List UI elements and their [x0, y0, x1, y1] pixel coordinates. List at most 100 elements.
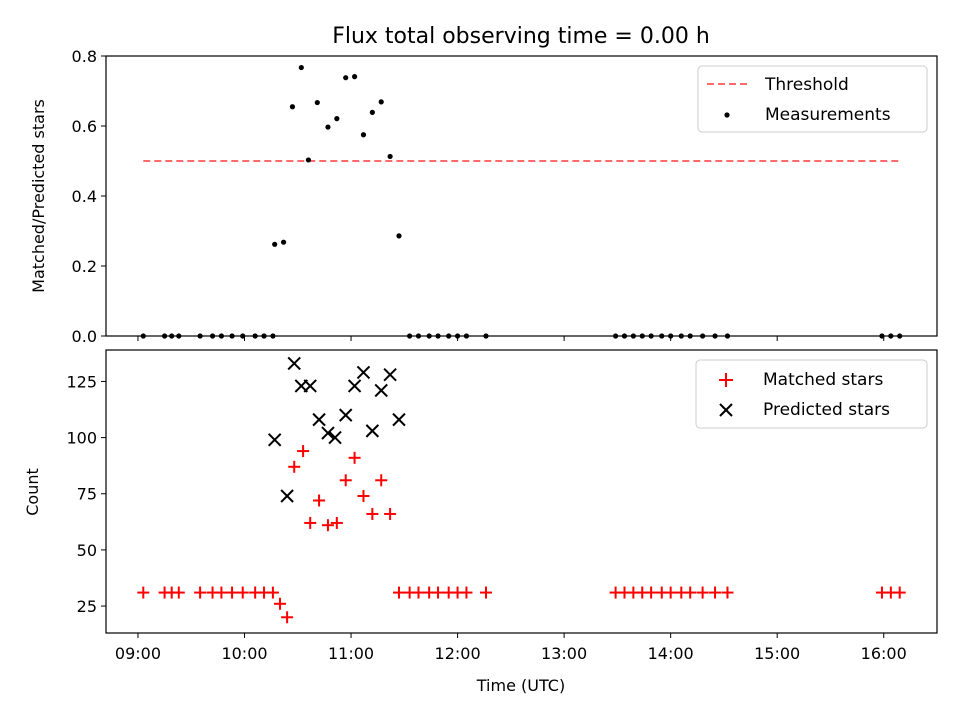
- legend-predicted-label: Predicted stars: [763, 400, 890, 420]
- x-tick-label: 10:00: [221, 644, 267, 663]
- bottom-legend: Matched stars Predicted stars: [695, 359, 928, 429]
- matched-star-point: [321, 519, 334, 532]
- measurement-point: [387, 153, 393, 160]
- top-panel: 0.00.20.40.60.8 Matched/Predicted stars …: [29, 47, 938, 346]
- bottom-y-tick-label: 50: [77, 541, 97, 560]
- measurement-point: [369, 109, 375, 115]
- bottom-y-axis-label: Count: [23, 468, 42, 516]
- measurement-point: [289, 104, 296, 110]
- top-y-ticks: 0.0 0.2 0.4 0.6 0.8: [72, 47, 106, 346]
- measurement-point: [280, 239, 287, 245]
- matched-star-point: [412, 586, 425, 599]
- top-y-tick-label: 0.2: [72, 257, 97, 276]
- legend-threshold-label: Threshold: [764, 75, 849, 95]
- predicted-star-point: [280, 489, 294, 503]
- matched-star-point: [366, 507, 379, 520]
- predicted-star-point: [356, 365, 371, 380]
- matched-star-point: [664, 586, 677, 599]
- bottom-y-tick-label: 75: [77, 485, 97, 504]
- predicted-star-point: [312, 412, 326, 427]
- bottom-y-tick-label: 125: [66, 372, 97, 391]
- bottom-y-tick-label: 100: [66, 429, 97, 448]
- predicted-star-point: [267, 433, 282, 447]
- matched-star-point: [709, 586, 722, 599]
- x-tick-label: 09:00: [115, 644, 161, 663]
- matched-star-point: [384, 507, 397, 520]
- predicted-star-point: [339, 408, 353, 422]
- top-legend: Threshold Measurements: [697, 65, 928, 133]
- bottom-y-tick-label: 25: [77, 597, 97, 616]
- top-y-tick-label: 0.6: [72, 117, 97, 136]
- legend-measurements-label: Measurements: [765, 105, 891, 125]
- x-tick-label: 13:00: [541, 644, 587, 663]
- matched-star-point: [236, 586, 249, 599]
- matched-star-point: [339, 474, 352, 487]
- legend-measurements-swatch: [724, 112, 730, 118]
- x-tick-label: 11:00: [328, 644, 374, 663]
- x-axis-label: Time (UTC): [476, 676, 565, 695]
- measurement-point: [343, 75, 349, 81]
- predicted-star-point: [365, 424, 380, 438]
- top-y-tick-label: 0.8: [72, 47, 97, 66]
- matched-star-point: [266, 586, 279, 599]
- matched-star-point: [348, 451, 361, 464]
- matched-star-point: [684, 586, 697, 599]
- measurement-point: [378, 99, 384, 105]
- matched-star-point: [226, 586, 239, 599]
- matched-star-point: [645, 586, 658, 599]
- bottom-panel: 25 50 75 100 125 09:00 10:00 11:00 12:00 13:00 14…: [23, 349, 938, 695]
- measurement-point: [298, 64, 304, 71]
- bottom-legend-box: [695, 359, 928, 429]
- predicted-star-point: [392, 412, 406, 427]
- legend-predicted-swatch: [719, 403, 733, 417]
- chart-title: Flux total observing time = 0.00 h: [332, 24, 710, 49]
- x-tick-label: 12:00: [435, 644, 481, 663]
- top-y-axis-label: Matched/Predicted stars: [29, 99, 48, 293]
- bottom-x-ticks: 09:00 10:00 11:00 12:00 13:00 14:00 15:00 16:00: [115, 633, 907, 663]
- top-y-tick-label: 0.0: [72, 327, 97, 346]
- legend-matched-label: Matched stars: [763, 370, 883, 390]
- predicted-star-point: [287, 356, 301, 371]
- measurement-point: [334, 116, 340, 122]
- matched-star-point: [460, 586, 473, 599]
- matched-star-point: [357, 489, 370, 502]
- predicted-star-point: [374, 383, 388, 398]
- matched-star-point: [479, 586, 492, 599]
- measurement-point: [305, 157, 312, 163]
- measurement-point: [396, 233, 402, 239]
- matched-star-point: [274, 597, 287, 610]
- matched-star-point: [288, 460, 301, 473]
- predicted-star-point: [321, 426, 335, 440]
- matched-star-point: [281, 611, 294, 624]
- matched-star-point: [313, 494, 326, 507]
- matched-star-point: [432, 586, 445, 599]
- matched-star-point: [215, 586, 228, 599]
- bottom-marks: [137, 356, 906, 624]
- matched-star-point: [392, 586, 405, 599]
- legend-matched-swatch: [719, 373, 733, 387]
- bottom-axes-frame: [105, 349, 938, 634]
- x-tick-label: 15:00: [754, 644, 800, 663]
- matched-star-point: [696, 586, 709, 599]
- top-y-tick-label: 0.4: [72, 187, 97, 206]
- matched-star-point: [330, 516, 343, 529]
- matched-star-point: [194, 586, 207, 599]
- top-legend-box: [697, 65, 928, 133]
- predicted-star-point: [347, 379, 362, 393]
- measurement-point: [325, 124, 331, 130]
- predicted-star-point: [328, 430, 342, 445]
- matched-star-point: [375, 474, 388, 487]
- measurement-point: [314, 99, 320, 106]
- top-x-ticks: [137, 336, 885, 341]
- matched-star-point: [721, 586, 734, 599]
- x-tick-label: 14:00: [648, 644, 694, 663]
- matched-star-point: [893, 586, 906, 599]
- matched-star-point: [304, 516, 317, 529]
- predicted-star-point: [303, 379, 317, 393]
- measurement-point: [360, 132, 367, 138]
- bottom-y-ticks: 25 50 75 100 125: [66, 372, 106, 616]
- measurement-point: [272, 241, 278, 247]
- matched-star-point: [297, 445, 310, 458]
- matched-star-point: [172, 586, 185, 599]
